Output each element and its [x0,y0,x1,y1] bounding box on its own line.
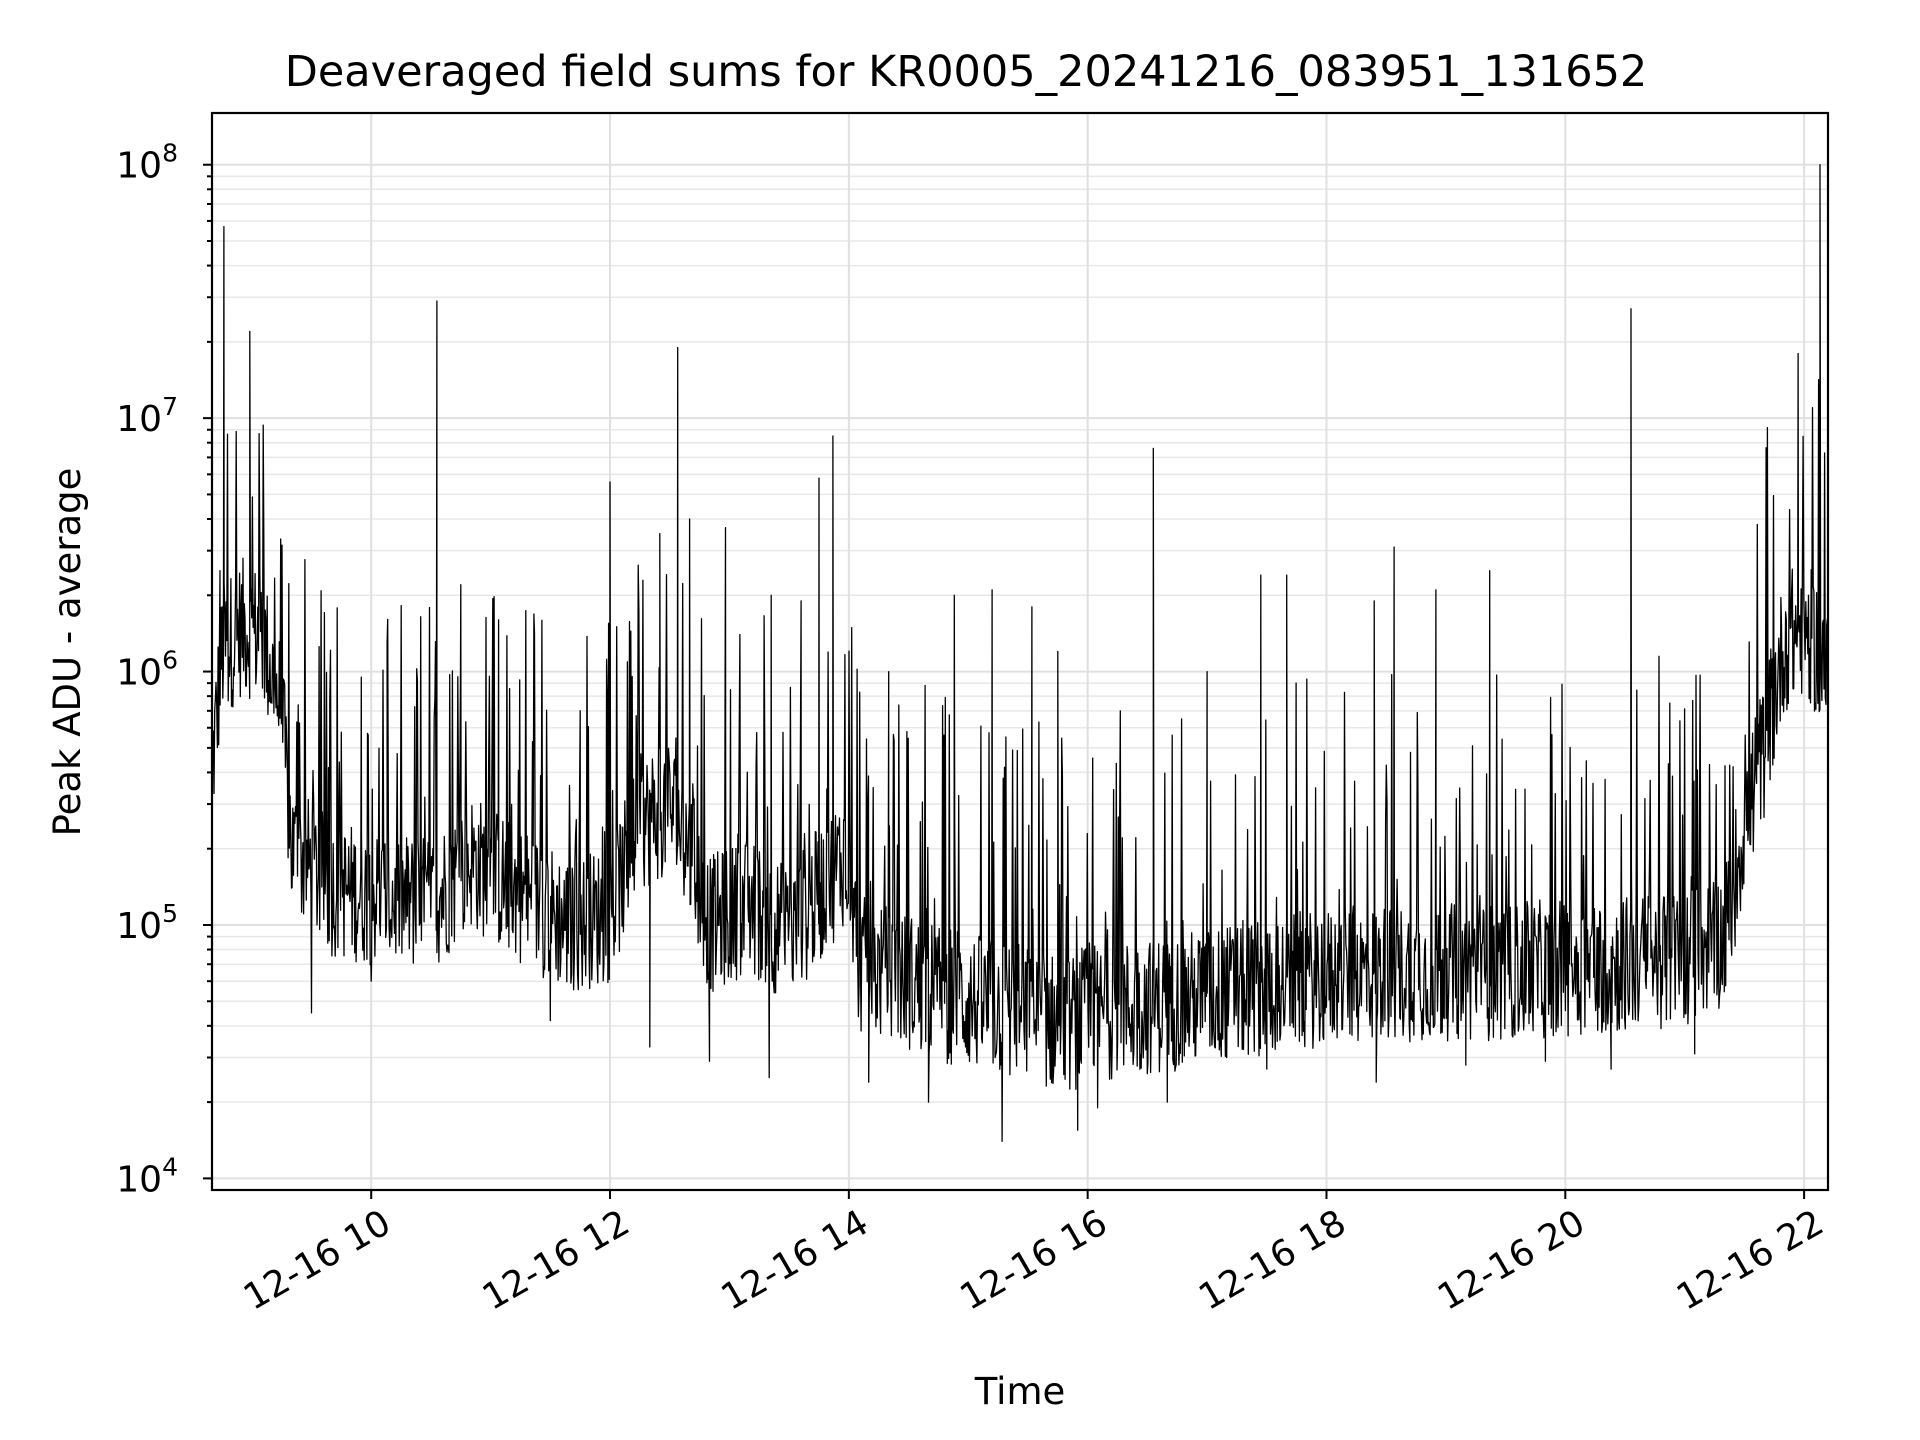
y-tick-label: 104 [116,1152,178,1200]
x-tick-label: 12-16 12 [476,1202,637,1318]
x-axis: 12-16 10 12-16 12 12-16 14 12-16 16 12-16 18… [237,1190,1831,1319]
plot-frame [210,111,1830,1192]
x-tick-label: 12-16 14 [715,1202,876,1318]
y-tick-label: 105 [116,899,178,947]
x-tick-label: 12-16 20 [1431,1202,1592,1318]
x-tick-label: 12-16 16 [953,1202,1114,1318]
x-tick-label: 12-16 10 [237,1202,398,1318]
grid [212,113,1828,1190]
chart-title: Deaveraged field sums for KR0005_2024121… [285,47,1648,97]
plot-area [211,164,1829,1143]
x-tick-label: 12-16 18 [1192,1202,1353,1318]
data-series-line [211,164,1829,1143]
x-axis-label: Time [974,1370,1066,1413]
y-tick-label: 107 [116,392,178,440]
y-tick-label: 108 [116,139,178,187]
y-tick-label: 106 [116,646,178,694]
y-axis-label: Peak ADU - average [46,468,89,837]
y-axis: 104 105 106 107 108 [116,139,212,1200]
x-tick-label: 12-16 22 [1670,1202,1831,1318]
